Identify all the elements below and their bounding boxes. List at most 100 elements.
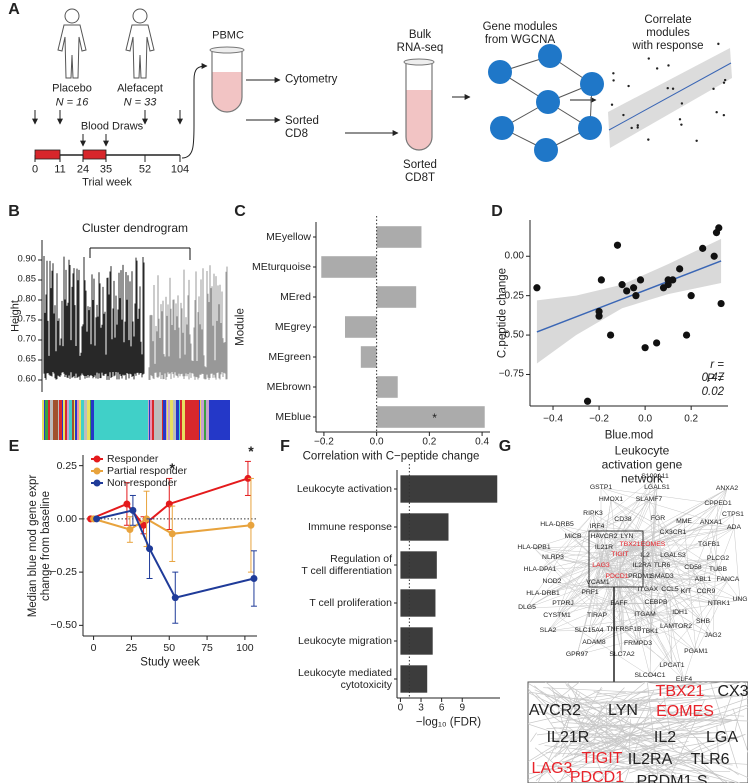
x-tick-label: 0 [397, 702, 404, 714]
point [126, 526, 134, 534]
gene-label: NTRK1 [707, 600, 731, 608]
network-edge [652, 544, 697, 653]
gene-label: SLC7A2 [609, 651, 635, 659]
module-color [204, 400, 206, 440]
point [171, 594, 179, 602]
panel-label: C [234, 202, 246, 220]
network-edge [539, 499, 650, 571]
gene-label: ANXA2 [715, 485, 739, 493]
network-edge [572, 698, 650, 742]
gene-label: GSTP1 [589, 484, 613, 492]
module-color [187, 400, 188, 440]
module-color [114, 400, 116, 440]
y-tick-label: 0.85 [17, 273, 37, 285]
gene-label: CD58 [684, 564, 702, 572]
group-n: N = 16 [55, 96, 89, 109]
module-color [188, 400, 189, 440]
x-tick-label: 3 [418, 702, 424, 714]
module-color [48, 400, 50, 440]
network-edge [600, 565, 673, 667]
network-edge [597, 544, 654, 584]
network-edge [571, 709, 710, 740]
mini-band [608, 48, 732, 148]
gene-label: UNG [732, 596, 748, 604]
module-color [69, 400, 72, 440]
network-edge [552, 557, 663, 578]
network-edge [568, 753, 710, 780]
gene-label: SLAMF7 [635, 496, 663, 504]
network-edge [713, 697, 723, 700]
network-edge [608, 682, 745, 711]
network-edge [619, 554, 663, 567]
module-color [103, 400, 106, 440]
y-tick-label: 0.25 [56, 459, 77, 472]
network-edge [677, 716, 707, 725]
module-node [538, 44, 562, 68]
gene-label: ADAM8 [582, 639, 606, 647]
module-color [200, 400, 201, 440]
highlighted-gene: TBX21 [619, 541, 641, 549]
legend-marker [93, 479, 101, 487]
bar [376, 226, 422, 248]
network-edge [652, 544, 677, 628]
network-edge [609, 754, 715, 763]
network-edge [600, 565, 618, 578]
network-edge [683, 503, 719, 523]
x-tick-label: 0.2 [684, 413, 699, 425]
network-edge [592, 513, 621, 556]
network-edge [629, 544, 685, 681]
module-color [94, 400, 97, 440]
module-node [580, 72, 604, 96]
module-color [215, 400, 217, 440]
bar [400, 513, 449, 541]
network-edge [717, 527, 735, 571]
network-edge [695, 603, 720, 653]
network-edge [616, 576, 646, 616]
group-name: Alefacept [117, 82, 163, 95]
network-edge [584, 694, 730, 704]
gene-label: SHB [696, 618, 710, 626]
category-label: MEred [280, 290, 311, 303]
network-edge [618, 488, 728, 605]
mini-point [723, 78, 727, 82]
network-edge [644, 614, 714, 637]
connector-arrow [181, 63, 208, 159]
y-tick-label: 0.75 [17, 313, 37, 325]
x-tick-label: 6 [438, 702, 445, 714]
gene-label: PRDM1 [628, 573, 652, 581]
network-edge [600, 518, 659, 567]
category-label: MEbrown [266, 380, 311, 393]
network-edge [572, 513, 594, 538]
module-color [63, 400, 65, 440]
network-edge [556, 524, 618, 578]
bar [400, 589, 436, 617]
y-tick-label: −0.50 [498, 329, 524, 341]
stat-annotation: r = 0.47 [701, 358, 724, 384]
point [247, 521, 255, 529]
gene-label: FGR [650, 515, 666, 523]
mini-point [722, 81, 726, 84]
network-edge [600, 565, 714, 637]
module-node [490, 116, 514, 140]
network-edge [573, 720, 685, 751]
trial-week: 0 [31, 163, 39, 176]
inset-gene-label: IL2RA [627, 750, 673, 768]
module-color [133, 400, 134, 440]
point [146, 545, 154, 553]
sorted-cd8: Sorted CD8 [285, 114, 319, 140]
module-color [170, 400, 173, 440]
point [687, 292, 695, 300]
module-color [166, 400, 167, 440]
module-color [134, 400, 136, 440]
mini-point [722, 113, 726, 117]
module-color [142, 400, 143, 440]
y-tick-label: 0.70 [17, 333, 37, 345]
network-edge [552, 476, 656, 559]
x-tick-label: 25 [125, 641, 138, 654]
network-edge [606, 694, 671, 757]
highlighted-gene: LAG3 [592, 562, 610, 570]
network-edge [562, 536, 605, 605]
module-color [59, 400, 62, 440]
y-axis-label: Module [234, 308, 247, 346]
gene-label: IDH1 [672, 609, 688, 617]
